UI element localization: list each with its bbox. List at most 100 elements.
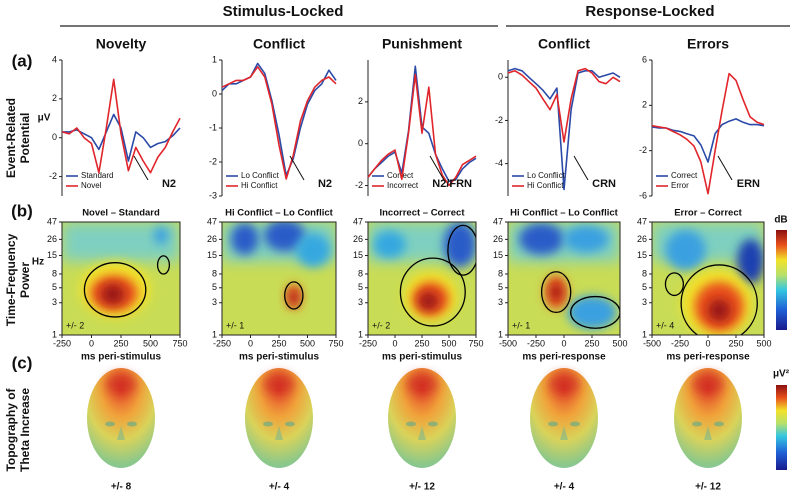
- eye: [285, 421, 295, 427]
- tf-contour: [664, 272, 685, 297]
- tf-contour: [83, 262, 147, 318]
- y-tick-label: 2: [642, 100, 647, 110]
- y-tick-label: 0: [212, 88, 217, 98]
- annotation-leader: [573, 155, 589, 181]
- x-tick-label: 250: [113, 338, 128, 348]
- x-axis-label: ms peri-stimulus: [81, 352, 161, 363]
- y-tick-label: 3: [642, 297, 647, 307]
- x-tick-label: 500: [300, 338, 315, 348]
- tf-blob: [550, 284, 562, 300]
- x-tick-label: -250: [359, 338, 377, 348]
- y-tick-label: 26: [493, 234, 503, 244]
- tf-heatmap: [508, 222, 620, 335]
- head: [674, 368, 742, 468]
- tf-heatmap: [222, 222, 336, 335]
- y-tick-label: 4: [52, 54, 57, 64]
- colorbar-label: dB: [774, 215, 787, 226]
- y-tick-label: -2: [49, 171, 57, 181]
- x-tick-label: -250: [213, 338, 231, 348]
- panel-label: (c): [12, 353, 33, 372]
- annotation-leader: [133, 155, 149, 181]
- y-tick-label: 1: [212, 54, 217, 64]
- y-tick-label: -2: [639, 145, 647, 155]
- tf-contour: [447, 224, 476, 276]
- tf-blob: [373, 231, 406, 259]
- tf-blob: [296, 233, 331, 268]
- tf-subtitle: Hi Conflict – Lo Conflict: [225, 208, 333, 219]
- y-tick-label: 2: [358, 96, 363, 106]
- tf-scale: +/- 2: [66, 320, 84, 330]
- y-tick-label: 0: [498, 72, 503, 82]
- x-tick-label: -250: [53, 338, 71, 348]
- y-tick-label: 5: [498, 282, 503, 292]
- y-tick-label: 8: [642, 268, 647, 278]
- y-axis-label: μV: [38, 112, 51, 123]
- x-tick-label: 0: [89, 338, 94, 348]
- tf-heatmap: [652, 222, 764, 335]
- eye: [263, 421, 273, 427]
- tf-blob: [567, 295, 617, 330]
- x-tick-label: 500: [612, 338, 627, 348]
- y-tick-label: -6: [639, 190, 647, 200]
- y-tick-label: 15: [47, 250, 57, 260]
- erp-line: [651, 118, 765, 163]
- row-label: Power: [18, 262, 32, 298]
- x-tick-label: -500: [499, 338, 517, 348]
- eye: [570, 421, 580, 427]
- nose: [704, 426, 712, 440]
- head: [87, 368, 155, 468]
- topography-scale: +/- 4: [554, 482, 575, 493]
- header: Stimulus-Locked: [223, 3, 344, 20]
- tf-scale: +/- 1: [512, 320, 530, 330]
- head: [388, 368, 456, 468]
- y-tick-label: 1: [212, 329, 217, 339]
- tf-colorbar: [776, 230, 787, 330]
- x-axis-label: ms peri-response: [522, 352, 606, 363]
- row-label: Theta Increase: [18, 388, 32, 472]
- y-tick-label: 2: [52, 93, 57, 103]
- panel-label: (b): [11, 201, 33, 220]
- topo-colorbar: [776, 385, 787, 470]
- y-tick-label: 15: [353, 250, 363, 260]
- head: [245, 368, 313, 468]
- y-tick-label: 3: [212, 297, 217, 307]
- tf-subtitle: Hi Conflict – Lo Conflict: [510, 208, 618, 219]
- tf-blob: [564, 225, 609, 253]
- nose: [275, 426, 283, 440]
- erp-line: [507, 67, 621, 143]
- y-tick-label: -1: [209, 122, 217, 132]
- annotation: N2: [318, 178, 332, 190]
- row-label: Event-Related: [4, 98, 18, 178]
- eye: [127, 421, 137, 427]
- x-tick-label: 0: [705, 338, 710, 348]
- topography-scale: +/- 12: [409, 482, 435, 493]
- x-tick-label: 0: [248, 338, 253, 348]
- erp-line: [367, 73, 477, 187]
- annotation-leader: [429, 155, 445, 181]
- nose: [117, 426, 125, 440]
- y-tick-label: 3: [52, 297, 57, 307]
- tf-heatmap: [368, 222, 476, 335]
- row-label: Topography of: [4, 387, 18, 471]
- x-tick-label: 500: [143, 338, 158, 348]
- y-tick-label: 3: [498, 297, 503, 307]
- column-title: Conflict: [538, 36, 590, 52]
- y-tick-label: 26: [47, 234, 57, 244]
- y-tick-label: 15: [637, 250, 647, 260]
- y-tick-label: 6: [642, 54, 647, 64]
- tf-contour: [399, 257, 466, 327]
- x-axis-label: ms peri-response: [666, 352, 750, 363]
- column-title: Punishment: [382, 36, 462, 52]
- y-tick-label: 47: [493, 216, 503, 226]
- y-tick-label: 8: [212, 268, 217, 278]
- y-tick-label: 8: [52, 268, 57, 278]
- y-tick-label: 5: [52, 282, 57, 292]
- legend-label: Correct: [671, 171, 698, 180]
- tf-blob: [264, 222, 306, 252]
- y-tick-label: 3: [358, 297, 363, 307]
- legend-label: Standard: [81, 171, 113, 180]
- theta-hotspot: [263, 373, 295, 395]
- x-tick-label: -500: [643, 338, 661, 348]
- tf-scale: +/- 2: [372, 320, 390, 330]
